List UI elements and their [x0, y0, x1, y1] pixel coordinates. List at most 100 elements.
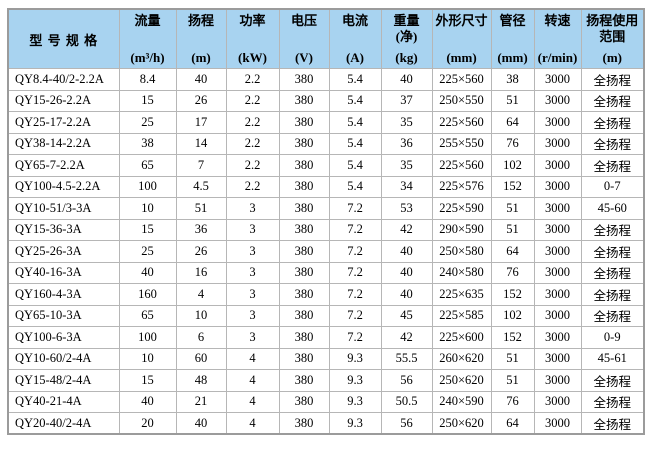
table-cell: 225×585: [431, 304, 492, 327]
table-cell: 65: [118, 304, 177, 327]
column-header-content: 流量 (m³/h): [120, 10, 175, 68]
table-cell: 260×620: [431, 347, 492, 370]
table-cell: 全扬程: [580, 390, 645, 413]
table-cell: 3: [225, 304, 280, 327]
table-cell: 全扬程: [580, 240, 645, 263]
table-cell: 152: [490, 283, 535, 306]
table-cell: 7.2: [328, 326, 382, 349]
table-cell: 15: [118, 369, 177, 392]
column-header-content: 电压 (V): [280, 10, 328, 68]
table-cell: 4: [225, 347, 280, 370]
table-cell: 51: [490, 197, 535, 220]
table-cell: 225×576: [431, 175, 492, 198]
table-cell: 40: [380, 283, 433, 306]
table-cell: 100: [118, 326, 177, 349]
table-row: QY160-4-3A 160 4 3 380 7.2 40 225×635 152 3000 全扬程: [7, 283, 645, 306]
table-cell: 全扬程: [580, 89, 645, 112]
column-title: 电流: [341, 13, 368, 28]
table-cell: 5.4: [328, 175, 382, 198]
column-header-content: 外形尺寸 (mm): [433, 10, 490, 68]
table-cell: 3000: [533, 304, 582, 327]
table-cell: 9.3: [328, 412, 382, 435]
table-cell: 全扬程: [580, 369, 645, 392]
table-cell: 76: [490, 390, 535, 413]
table-cell: 250×580: [431, 240, 492, 263]
table-cell: 4: [225, 369, 280, 392]
table-cell: 全扬程: [580, 68, 645, 91]
table-cell: 7.2: [328, 261, 382, 284]
table-cell: 290×590: [431, 218, 492, 241]
table-cell: 40: [380, 261, 433, 284]
column-header: 转速 (r/min): [533, 8, 582, 69]
table-header: 型 号 规 格 流量 (m³/h) 扬程 (m) 功率 (kW) 电压 (V) 电流 (A) 重量 (净…: [7, 8, 645, 69]
column-unit: (m): [602, 50, 623, 65]
column-header-content: 扬程 (m): [177, 10, 225, 68]
table-cell: 56: [380, 412, 433, 435]
table-cell: 48: [175, 369, 227, 392]
table-cell: 225×590: [431, 197, 492, 220]
table-cell: 64: [490, 240, 535, 263]
table-cell: 3: [225, 240, 280, 263]
table-cell: 380: [278, 68, 330, 91]
table-cell: 3000: [533, 326, 582, 349]
table-cell: 102: [490, 154, 535, 177]
table-cell: 38: [118, 132, 177, 155]
table-row: QY65-10-3A 65 10 3 380 7.2 45 225×585 102 3000 全扬程: [7, 304, 645, 327]
table-cell: 51: [490, 218, 535, 241]
table-cell: 全扬程: [580, 304, 645, 327]
table-cell: 225×560: [431, 111, 492, 134]
table-cell: 55.5: [380, 347, 433, 370]
table-cell: 250×620: [431, 412, 492, 435]
table-cell: 2.2: [225, 111, 280, 134]
column-unit: (r/min): [537, 50, 578, 65]
model-cell: QY20-40/2-4A: [7, 412, 120, 435]
column-title: 扬程使用 范围: [586, 13, 639, 44]
table-cell: 15: [118, 218, 177, 241]
table-cell: 152: [490, 175, 535, 198]
table-cell: 7.2: [328, 197, 382, 220]
table-cell: 76: [490, 132, 535, 155]
table-cell: 65: [118, 154, 177, 177]
table-cell: 380: [278, 154, 330, 177]
table-cell: 51: [490, 89, 535, 112]
table-cell: 3000: [533, 240, 582, 263]
column-unit: (m): [191, 50, 211, 65]
column-title: 重量 (净): [393, 13, 420, 44]
column-title: 转速: [544, 13, 571, 28]
table-cell: 3000: [533, 111, 582, 134]
table-row: QY15-48/2-4A 15 48 4 380 9.3 56 250×620 51 3000 全扬…: [7, 369, 645, 392]
column-header-content: 扬程使用 范围 (m): [582, 10, 643, 68]
table-cell: 380: [278, 326, 330, 349]
table-cell: 10: [118, 197, 177, 220]
table-cell: 全扬程: [580, 283, 645, 306]
table-cell: 50.5: [380, 390, 433, 413]
table-cell: 380: [278, 197, 330, 220]
table-cell: 225×560: [431, 154, 492, 177]
table-cell: 全扬程: [580, 218, 645, 241]
model-cell: QY160-4-3A: [7, 283, 120, 306]
table-cell: 40: [175, 68, 227, 91]
table-cell: 37: [380, 89, 433, 112]
table-cell: 152: [490, 326, 535, 349]
table-cell: 7: [175, 154, 227, 177]
table-cell: 9.3: [328, 369, 382, 392]
table-row: QY40-21-4A 40 21 4 380 9.3 50.5 240×590 76 3000 全扬…: [7, 390, 645, 413]
table-cell: 40: [118, 390, 177, 413]
column-title: 功率: [239, 13, 266, 28]
column-header-content: 功率 (kW): [227, 10, 278, 68]
table-cell: 35: [380, 111, 433, 134]
model-cell: QY65-10-3A: [7, 304, 120, 327]
column-header: 重量 (净) (kg): [380, 8, 433, 69]
column-header: 扬程 (m): [175, 8, 227, 69]
table-cell: 10: [118, 347, 177, 370]
column-unit: (kW): [238, 50, 267, 65]
table-cell: 3000: [533, 347, 582, 370]
table-cell: 0-9: [580, 326, 645, 349]
model-cell: QY65-7-2.2A: [7, 154, 120, 177]
table-cell: 380: [278, 347, 330, 370]
model-cell: QY40-21-4A: [7, 390, 120, 413]
column-header-content: 电流 (A): [330, 10, 380, 68]
table-cell: 380: [278, 218, 330, 241]
table-row: QY10-51/3-3A 10 51 3 380 7.2 53 225×590 51 3000 45…: [7, 197, 645, 220]
table-cell: 3: [225, 283, 280, 306]
